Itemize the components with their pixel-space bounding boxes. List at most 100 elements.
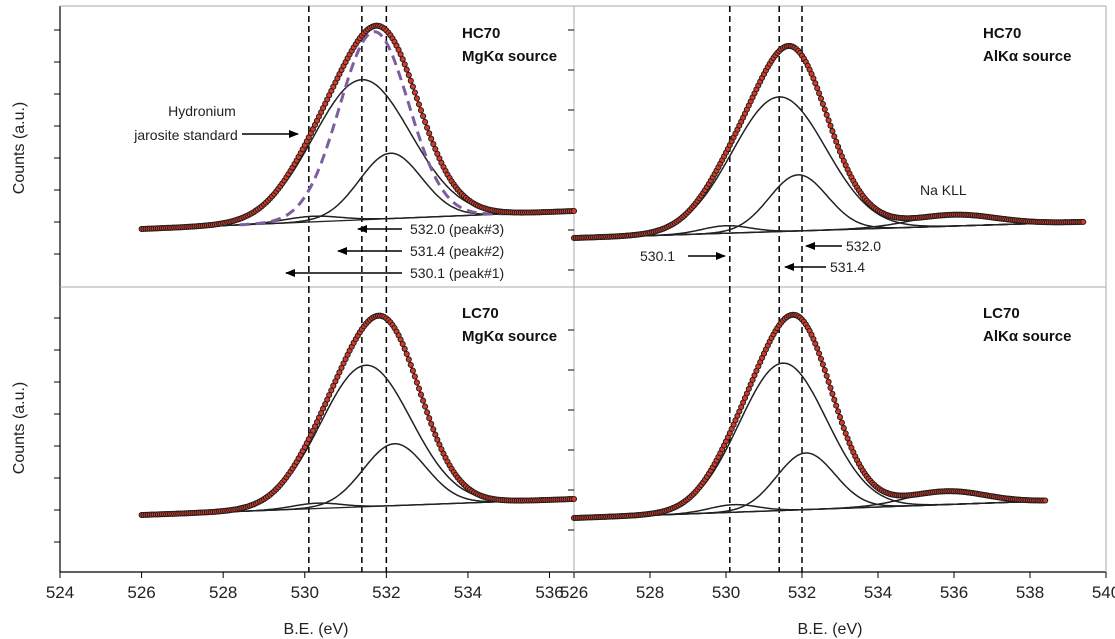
x-tick-label-3-2: 530 — [712, 583, 740, 602]
annotation-531-al: 531.4 — [830, 259, 865, 275]
panel-title-lc70-al-line1: LC70 — [983, 305, 1020, 322]
panel-title-lc70-mg-line2: MgKα source — [462, 328, 557, 345]
data-point-3-142 — [840, 425, 847, 432]
data-point-1-134 — [825, 117, 832, 124]
data-point-3-137 — [831, 396, 838, 403]
data-point-1-131 — [819, 100, 826, 108]
panel-title-hc70-al-line1: HC70 — [983, 25, 1021, 42]
data-point-2-138 — [420, 397, 427, 404]
data-point-3-129 — [816, 350, 823, 357]
data-point-2-135 — [413, 379, 420, 386]
panel-title-hc70-mg-line2: MgKα source — [462, 48, 557, 65]
data-point-3-131 — [819, 361, 826, 368]
x-tick-label-3-6: 538 — [1016, 583, 1044, 602]
panel-title-lc70-mg-line1: LC70 — [462, 305, 499, 322]
data-point-2-137 — [417, 391, 425, 398]
x-tick-label-2-0: 524 — [46, 583, 74, 602]
data-point-3-141 — [838, 419, 845, 426]
data-point-0-139 — [422, 118, 429, 126]
panel-1 — [570, 6, 1087, 287]
data-point-0-137 — [417, 107, 425, 114]
data-point-1-135 — [827, 122, 834, 129]
y-ticks — [54, 29, 60, 543]
data-point-2-139 — [422, 403, 429, 410]
panel-title-hc70-al-line2: AlKα source — [983, 48, 1071, 65]
data-point-2-133 — [409, 367, 416, 374]
panel-title-hc70-mg-line1: HC70 — [462, 25, 500, 42]
data-point-2-129 — [401, 345, 408, 352]
component-curve-3-1 — [573, 452, 1046, 519]
x-tick-label-3-5: 536 — [940, 583, 968, 602]
data-point-3-134 — [825, 378, 832, 385]
data-point-3-135 — [827, 384, 834, 391]
panels-layer — [138, 6, 1087, 572]
annotation-hydronium-line2: jarosite standard — [133, 127, 238, 143]
x-tick-label-2-4: 532 — [372, 583, 400, 602]
data-point-0-136 — [415, 101, 423, 108]
annotation-peak2: 531.4 (peak#2) — [410, 243, 504, 259]
fit-envelope-3 — [573, 313, 1046, 520]
data-point-3-140 — [836, 414, 844, 421]
data-point-2-141 — [426, 415, 433, 422]
x-tick-label-3-1: 528 — [636, 583, 664, 602]
x-tick-label-3-0: 526 — [560, 583, 588, 602]
data-point-2-144 — [432, 431, 439, 438]
data-point-2-128 — [399, 340, 406, 348]
component-curve-0-1 — [141, 152, 575, 230]
annotation-peak3: 532.0 (peak#3) — [410, 221, 504, 237]
data-point-2-130 — [403, 350, 410, 358]
x-tick-label-2-1: 526 — [127, 583, 155, 602]
data-point-0-142 — [428, 135, 435, 142]
data-point-1-268 — [1080, 218, 1087, 225]
data-point-0-132 — [407, 77, 414, 84]
data-point-1-128 — [814, 85, 821, 92]
data-point-3-143 — [842, 430, 849, 437]
data-point-3-139 — [835, 408, 842, 415]
x-tick-label-2-5: 534 — [454, 583, 482, 602]
annotation-532-al: 532.0 — [846, 238, 881, 254]
panel-3 — [570, 287, 1049, 572]
data-point-0-212 — [570, 207, 578, 215]
data-point-0-133 — [409, 83, 416, 90]
data-point-3-128 — [814, 345, 821, 352]
data-point-0-129 — [401, 61, 408, 68]
data-point-0-130 — [403, 66, 410, 73]
y-axis-title-top: Counts (a.u.) — [11, 102, 28, 194]
data-point-1-132 — [821, 106, 828, 113]
data-point-0-128 — [399, 56, 406, 63]
data-point-1-136 — [829, 128, 836, 135]
data-point-0-127 — [397, 51, 404, 58]
data-point-2-131 — [405, 356, 412, 363]
x-tick-label-3-7: 540 — [1092, 583, 1115, 602]
data-point-0-138 — [420, 113, 427, 120]
annotation-hydronium-line1: Hydronium — [168, 103, 236, 119]
panel-2 — [138, 287, 578, 572]
data-point-3-133 — [823, 372, 830, 379]
data-point-2-143 — [430, 426, 437, 433]
data-point-2-134 — [411, 373, 418, 380]
y-ticks-right-panels — [568, 29, 574, 531]
x-tick-label-2-6: 536 — [535, 583, 563, 602]
data-point-3-248 — [1042, 497, 1049, 504]
data-point-0-134 — [411, 89, 418, 96]
x-tick-label-3-4: 534 — [864, 583, 892, 602]
data-point-3-138 — [833, 402, 840, 409]
component-curve-1-1 — [573, 174, 1084, 239]
data-point-2-142 — [428, 420, 435, 427]
fit-envelope-2 — [141, 314, 575, 517]
panel-0 — [138, 6, 578, 287]
data-point-0-140 — [424, 124, 431, 131]
data-point-1-127 — [812, 80, 819, 87]
data-point-1-129 — [816, 90, 823, 97]
annotation-530-al: 530.1 — [640, 248, 675, 264]
data-point-0-135 — [413, 95, 420, 102]
data-point-3-132 — [821, 367, 828, 374]
data-point-2-140 — [424, 409, 431, 416]
y-axis-title-bottom: Counts (a.u.) — [11, 382, 28, 474]
x-tick-label-3-3: 532 — [788, 583, 816, 602]
component-curve-2-0 — [141, 364, 575, 516]
annotation-na-kll: Na KLL — [920, 182, 967, 198]
fit-envelope-1 — [573, 44, 1084, 240]
x-axis-title-left: B.E. (eV) — [284, 621, 349, 638]
